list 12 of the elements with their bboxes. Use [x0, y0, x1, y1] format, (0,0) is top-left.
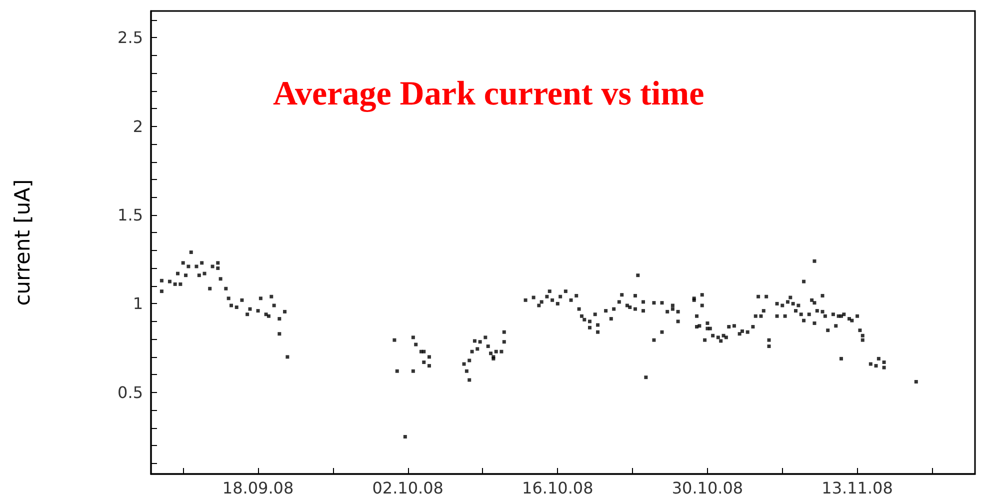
y-axis-title: current [uA] — [10, 179, 34, 306]
x-tick-label: 02.10.08 — [372, 478, 444, 497]
x-tick-label: 13.11.08 — [822, 478, 893, 497]
y-tick-label: 2.5 — [118, 28, 143, 48]
x-tick-label: 30.10.08 — [672, 478, 744, 497]
y-tick-label: 2 — [132, 116, 143, 136]
text: Average Dark current vs time — [273, 76, 704, 112]
y-tick-label: 1.5 — [118, 206, 143, 225]
y-tick-label: 1 — [132, 294, 143, 314]
x-tick-label: 16.10.08 — [522, 478, 594, 497]
y-tick-label: 0.5 — [118, 382, 143, 402]
x-tick-label: 18.09.08 — [222, 478, 294, 497]
